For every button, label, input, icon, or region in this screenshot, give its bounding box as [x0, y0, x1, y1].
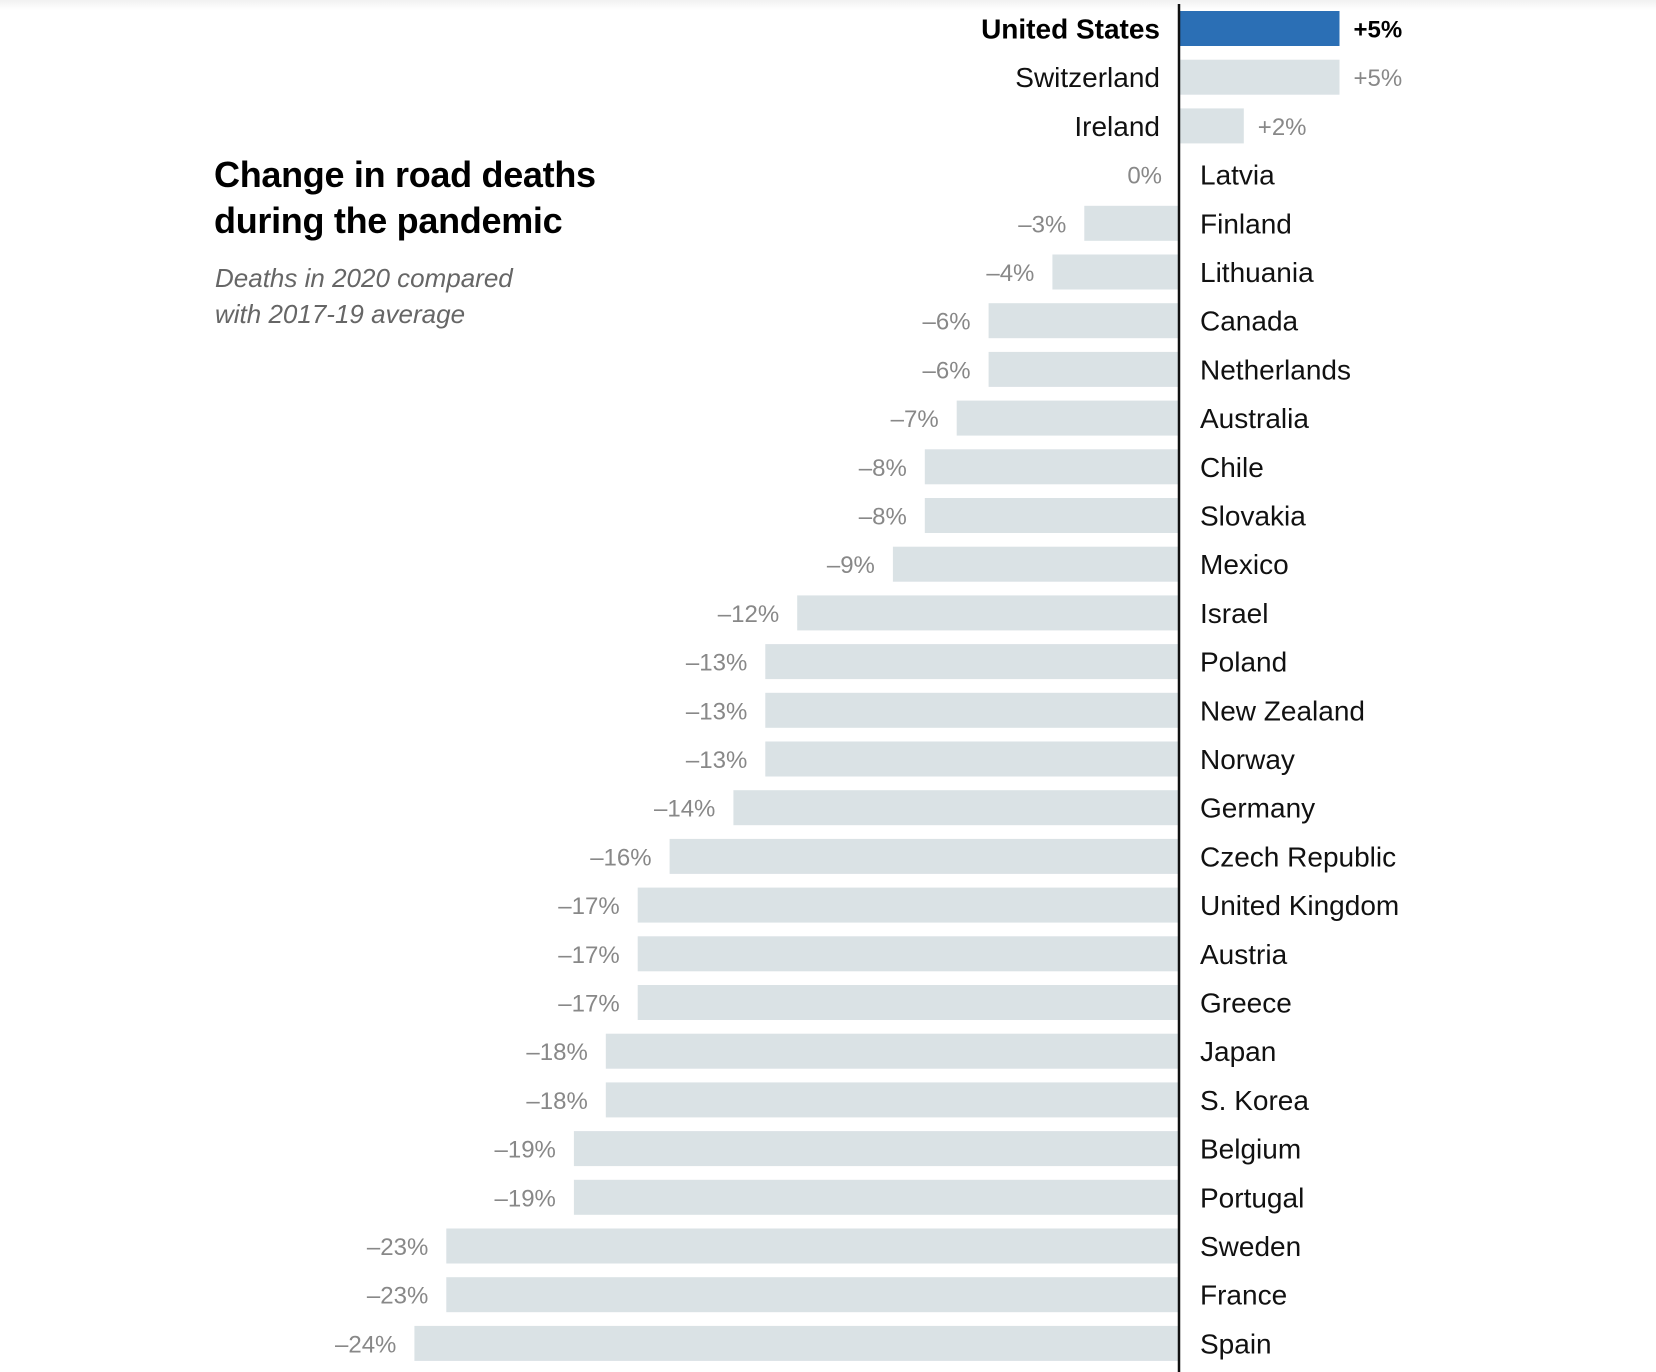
category-label-spain: Spain [1200, 1328, 1272, 1359]
category-label-japan: Japan [1200, 1036, 1276, 1067]
category-label-finland: Finland [1200, 208, 1292, 239]
bar-france [446, 1277, 1179, 1313]
bar-austria [637, 936, 1179, 972]
bar-netherlands [988, 351, 1179, 387]
category-label-lithuania: Lithuania [1200, 257, 1314, 288]
bar-switzerland [1180, 59, 1340, 95]
value-label-france: –23% [367, 1283, 428, 1310]
value-label-united-kingdom: –17% [558, 893, 619, 920]
labels-group: United States +5% Switzerland +5% Ireland +2%… [335, 14, 1402, 1360]
bar-germany [733, 790, 1179, 826]
value-label-czech-republic: –16% [590, 844, 651, 871]
bar-sweden [446, 1228, 1179, 1264]
value-label-ireland: +2% [1258, 114, 1307, 141]
chart-title-line-2: during the pandemic [214, 200, 563, 241]
bar-czech-republic [669, 838, 1179, 874]
category-label-canada: Canada [1200, 306, 1299, 337]
bar-belgium [573, 1131, 1179, 1167]
bar-greece [637, 985, 1179, 1020]
category-label-portugal: Portugal [1200, 1182, 1304, 1213]
value-label-united-states: +5% [1354, 17, 1403, 44]
bars-group [414, 11, 1340, 1361]
bar-lithuania [1052, 254, 1179, 290]
category-label-norway: Norway [1200, 744, 1295, 775]
category-label-chile: Chile [1200, 452, 1264, 483]
category-label-poland: Poland [1200, 647, 1287, 678]
top-shadow [0, 0, 1656, 10]
value-label-sweden: –23% [367, 1234, 428, 1261]
bar-canada [988, 303, 1179, 339]
category-label-belgium: Belgium [1200, 1134, 1301, 1165]
value-label-chile: –8% [859, 455, 907, 482]
value-label-mexico: –9% [827, 552, 875, 579]
value-label-latvia: 0% [1127, 163, 1162, 190]
category-label-austria: Austria [1200, 939, 1288, 970]
value-label-netherlands: –6% [923, 357, 971, 384]
value-label-norway: –13% [686, 747, 747, 774]
category-label-greece: Greece [1200, 988, 1292, 1019]
bar-mexico [892, 546, 1179, 582]
bar-israel [797, 595, 1179, 631]
chart-subtitle: Deaths in 2020 compared with 2017-19 ave… [215, 260, 575, 332]
bar-united-kingdom [637, 887, 1179, 923]
category-label-new-zealand: New Zealand [1200, 695, 1365, 726]
bar-chile [924, 449, 1179, 485]
value-label-switzerland: +5% [1354, 65, 1403, 92]
value-label-austria: –17% [558, 942, 619, 969]
category-label-united-states: United States [981, 14, 1160, 45]
value-label-greece: –17% [558, 991, 619, 1018]
category-label-united-kingdom: United Kingdom [1200, 890, 1399, 921]
value-label-australia: –7% [891, 406, 939, 433]
value-label-lithuania: –4% [986, 260, 1034, 287]
bar-ireland [1180, 108, 1244, 144]
value-label-germany: –14% [654, 796, 715, 823]
category-label-latvia: Latvia [1200, 160, 1275, 191]
chart-title: Change in road deaths during the pandemi… [214, 152, 634, 244]
value-label-slovakia: –8% [859, 504, 907, 531]
category-label-israel: Israel [1200, 598, 1268, 629]
category-label-mexico: Mexico [1200, 549, 1289, 580]
bar-finland [1084, 205, 1179, 241]
bar-japan [605, 1033, 1179, 1069]
bar-slovakia [924, 498, 1179, 533]
category-label-france: France [1200, 1280, 1287, 1311]
chart-subtitle-line-1: Deaths in 2020 compared [215, 263, 513, 293]
category-label-slovakia: Slovakia [1200, 501, 1306, 532]
bar-poland [765, 644, 1179, 680]
chart-subtitle-line-2: with 2017-19 average [215, 299, 466, 329]
value-label-s-korea: –18% [526, 1088, 587, 1115]
value-label-israel: –12% [718, 601, 779, 628]
bar-australia [956, 400, 1179, 436]
category-label-netherlands: Netherlands [1200, 354, 1351, 385]
category-label-sweden: Sweden [1200, 1231, 1301, 1262]
bar-spain [414, 1325, 1179, 1361]
value-label-canada: –6% [923, 309, 971, 336]
value-label-poland: –13% [686, 650, 747, 677]
bar-new-zealand [765, 692, 1179, 728]
category-label-germany: Germany [1200, 793, 1315, 824]
chart-title-line-1: Change in road deaths [214, 154, 596, 195]
bar-norway [765, 741, 1179, 777]
category-label-czech-republic: Czech Republic [1200, 841, 1396, 872]
bar-united-states [1180, 11, 1340, 46]
bar-portugal [573, 1179, 1179, 1215]
value-label-finland: –3% [1018, 211, 1066, 238]
value-label-spain: –24% [335, 1331, 396, 1358]
value-label-portugal: –19% [495, 1185, 556, 1212]
category-label-switzerland: Switzerland [1015, 62, 1160, 93]
bar-s-korea [605, 1082, 1179, 1118]
value-label-belgium: –19% [495, 1137, 556, 1164]
category-label-australia: Australia [1200, 403, 1309, 434]
value-label-new-zealand: –13% [686, 698, 747, 725]
value-label-japan: –18% [526, 1039, 587, 1066]
category-label-s-korea: S. Korea [1200, 1085, 1309, 1116]
category-label-ireland: Ireland [1074, 111, 1160, 142]
